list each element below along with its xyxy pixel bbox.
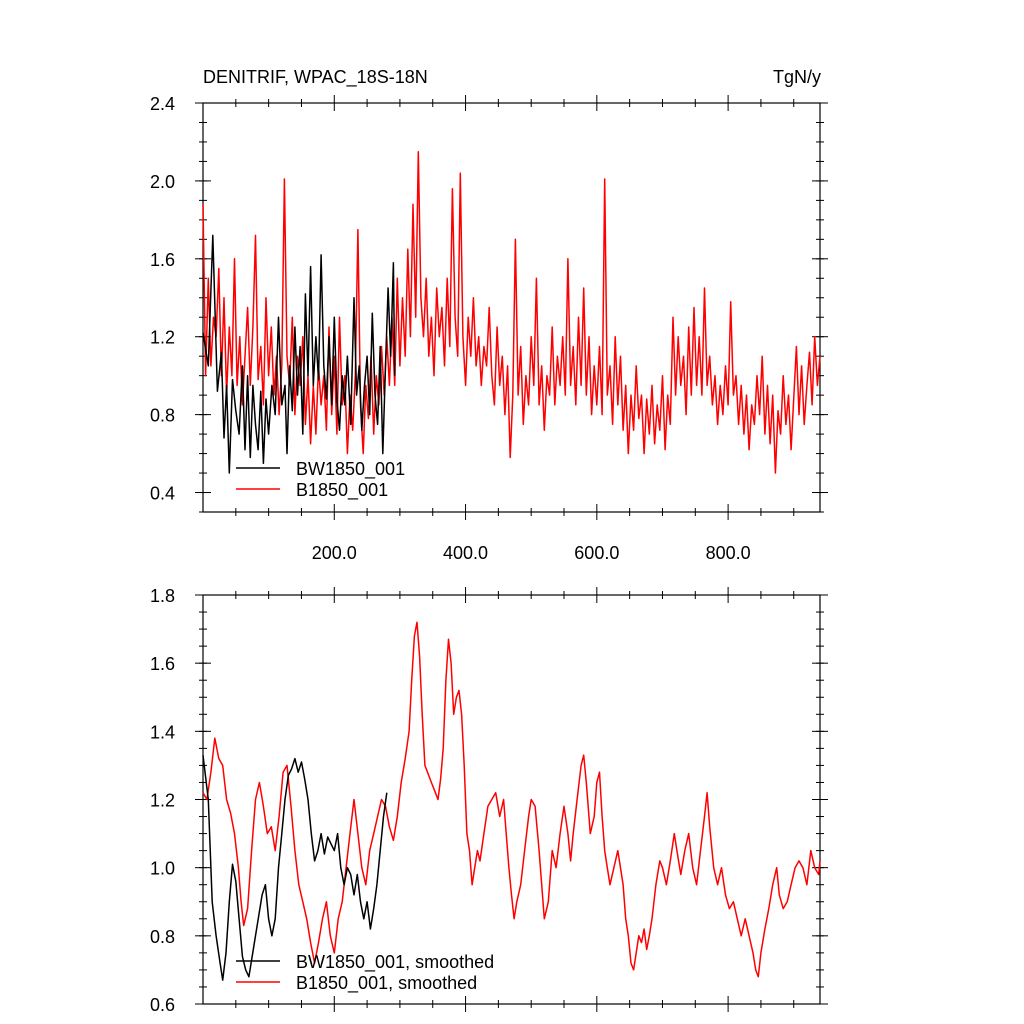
chart-units: TgN/y	[773, 67, 821, 87]
top-panel: DENITRIF, WPAC_18S-18N TgN/y 0.4 0.8 1.2 1.…	[150, 67, 828, 563]
x-axis	[235, 587, 795, 1012]
y-tick-label: 1.2	[150, 328, 175, 348]
series-layer	[202, 621, 821, 981]
legend-label-0: BW1850_001	[296, 459, 405, 480]
y-axis: 0.4 0.8 1.2 1.6 2.0 2.4	[150, 94, 828, 513]
plot-frame	[202, 102, 821, 513]
y-tick-label: 1.8	[150, 586, 175, 606]
y-axis: 0.6 0.8 1.0 1.2 1.4 1.6 1.8	[150, 586, 828, 1015]
y-tick-label: 0.8	[150, 927, 175, 947]
series-line-0	[202, 234, 396, 474]
y-tick-label: 0.4	[150, 484, 175, 504]
series-line-1	[202, 621, 821, 978]
y-tick-label: 0.6	[150, 995, 175, 1015]
legend-label-0: BW1850_001, smoothed	[296, 952, 494, 973]
x-tick-label: 200.0	[312, 543, 357, 563]
y-tick-label: 1.6	[150, 250, 175, 270]
y-tick-label: 2.4	[150, 94, 175, 114]
series-line-1	[202, 150, 821, 474]
x-axis: 200.0 400.0 600.0 800.0	[235, 95, 795, 563]
y-tick-label: 1.6	[150, 654, 175, 674]
chart-title: DENITRIF, WPAC_18S-18N	[203, 67, 428, 88]
y-tick-label: 1.0	[150, 859, 175, 879]
y-tick-label: 0.8	[150, 406, 175, 426]
series-layer	[202, 150, 821, 474]
bottom-panel: 0.6 0.8 1.0 1.2 1.4 1.6 1.8 BW1850_001, smooth…	[150, 586, 828, 1015]
series-line-0	[202, 755, 388, 981]
y-tick-label: 1.2	[150, 791, 175, 811]
legend-label-1: B1850_001	[296, 480, 388, 501]
plot-frame	[202, 594, 821, 1005]
x-tick-label: 800.0	[706, 543, 751, 563]
y-tick-label: 1.4	[150, 722, 175, 742]
x-tick-label: 400.0	[443, 543, 488, 563]
legend-label-1: B1850_001, smoothed	[296, 973, 477, 994]
y-tick-label: 2.0	[150, 172, 175, 192]
x-tick-label: 600.0	[574, 543, 619, 563]
